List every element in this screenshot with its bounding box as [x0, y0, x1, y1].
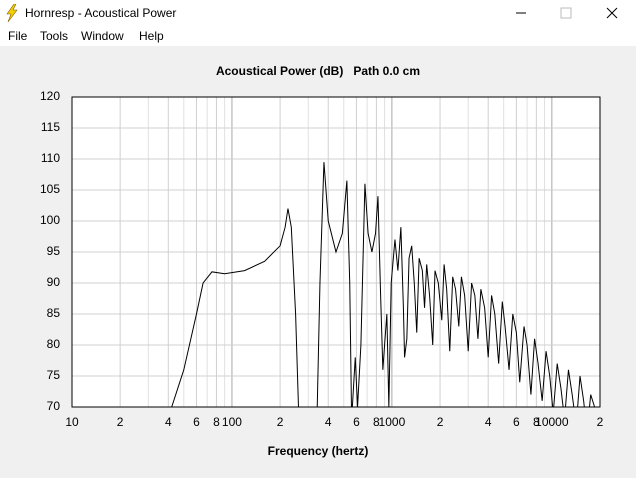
x-tick-label: 6 — [513, 415, 520, 429]
x-tick-label: 8 — [533, 415, 540, 429]
y-tick-label: 70 — [47, 399, 61, 413]
chart: Acoustical Power (dB) Path 0.0 cm Freque… — [40, 64, 604, 458]
x-tick-label: 1000 — [379, 415, 406, 429]
maximize-button[interactable] — [560, 7, 572, 19]
y-tick-label: 80 — [47, 337, 61, 351]
title-bar: Hornresp - Acoustical Power — [0, 0, 636, 26]
x-tick-label: 6 — [193, 415, 200, 429]
y-tick-label: 90 — [47, 275, 61, 289]
x-tick-label: 8 — [213, 415, 220, 429]
x-tick-label: 10 — [65, 415, 79, 429]
menu-item[interactable]: Window — [81, 29, 124, 43]
y-tick-label: 120 — [40, 89, 60, 103]
window-title: Hornresp - Acoustical Power — [25, 6, 177, 20]
x-tick-label: 2 — [597, 415, 604, 429]
menu-item[interactable]: Help — [139, 29, 164, 43]
y-tick-label: 110 — [41, 151, 60, 165]
close-button[interactable] — [606, 7, 618, 19]
x-axis-label: Frequency (hertz) — [268, 444, 369, 458]
menu-item[interactable]: File — [8, 29, 28, 43]
app-icon — [6, 4, 18, 22]
x-tick-label: 10000 — [535, 415, 569, 429]
chart-title: Acoustical Power (dB) Path 0.0 cm — [216, 64, 420, 78]
x-tick-label: 6 — [353, 415, 360, 429]
menu-item[interactable]: Tools — [40, 29, 69, 43]
y-tick-label: 85 — [47, 306, 61, 320]
x-tick-label: 4 — [165, 415, 172, 429]
x-tick-label: 2 — [277, 415, 284, 429]
x-tick-label: 100 — [222, 415, 242, 429]
x-tick-label: 4 — [485, 415, 492, 429]
y-tick-label: 75 — [47, 368, 61, 382]
x-tick-label: 4 — [325, 415, 332, 429]
x-tick-label: 2 — [437, 415, 444, 429]
y-tick-label: 95 — [47, 244, 61, 258]
y-tick-label: 100 — [40, 213, 60, 227]
menu-bar: File Tools Window Help — [0, 26, 636, 46]
y-tick-label: 105 — [40, 182, 60, 196]
y-tick-label: 115 — [41, 120, 60, 134]
data-line — [171, 162, 596, 407]
window-controls[interactable] — [0, 0, 636, 26]
x-tick-label: 8 — [373, 415, 380, 429]
plot-frame — [71, 96, 601, 408]
x-tick-label: 2 — [117, 415, 124, 429]
